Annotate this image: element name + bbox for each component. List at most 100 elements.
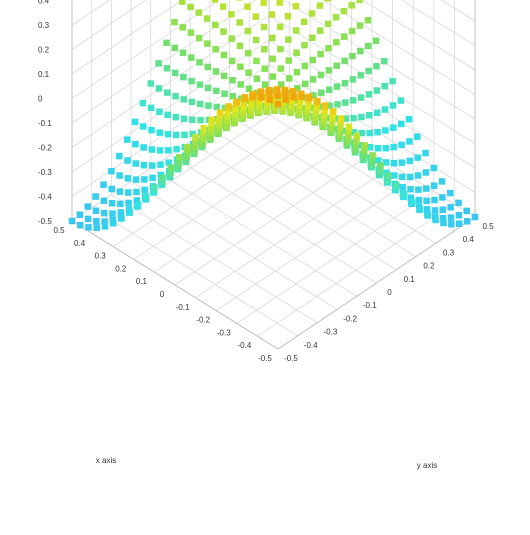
scatter-point xyxy=(336,132,343,140)
scatter-point xyxy=(368,161,376,168)
scatter-point xyxy=(133,188,140,196)
scatter-point xyxy=(407,185,414,193)
z-tick-label: 0.1 xyxy=(38,70,50,79)
scatter-point xyxy=(336,128,344,135)
z-tick-label: -0.3 xyxy=(38,168,52,177)
scatter-point xyxy=(236,19,243,26)
scatter-point xyxy=(263,106,271,114)
scatter-point xyxy=(406,138,413,145)
scatter-point xyxy=(407,194,415,201)
scatter-point xyxy=(165,159,172,166)
scatter-point xyxy=(414,133,421,140)
scatter-point xyxy=(252,13,260,20)
scatter-point xyxy=(277,81,285,88)
scatter-point xyxy=(463,207,471,215)
scatter-point xyxy=(108,167,115,175)
scatter-point xyxy=(261,46,268,53)
scatter-point xyxy=(253,57,260,65)
scatter-point xyxy=(224,112,231,120)
scatter-point xyxy=(240,103,247,111)
scatter-point xyxy=(199,138,207,146)
scatter-point xyxy=(261,81,269,88)
scatter-point xyxy=(292,2,300,10)
scatter-point xyxy=(92,207,100,215)
scatter-point xyxy=(149,174,156,182)
scatter-point xyxy=(171,18,178,26)
scatter-point xyxy=(300,18,308,26)
scatter-point xyxy=(163,39,170,47)
scatter-point xyxy=(140,161,148,169)
scatter-point xyxy=(288,97,296,105)
scatter-point xyxy=(390,143,397,151)
scatter-point xyxy=(196,81,204,88)
x-tick-label: -0.4 xyxy=(238,341,252,350)
scatter-point xyxy=(155,85,163,92)
scatter-point xyxy=(217,109,224,116)
scatter-point xyxy=(306,94,313,102)
scatter-point xyxy=(439,194,446,201)
scatter-point xyxy=(276,0,284,6)
scatter-point xyxy=(375,157,382,164)
x-tick-label: -0.2 xyxy=(196,316,210,325)
scatter-point xyxy=(349,76,357,83)
scatter-point xyxy=(333,62,340,69)
z-tick-label: -0.4 xyxy=(38,193,52,202)
scatter-point xyxy=(376,170,383,177)
scatter-point xyxy=(131,118,139,126)
scatter-point xyxy=(341,57,348,65)
scatter-point xyxy=(431,196,438,204)
scatter-point xyxy=(288,102,295,109)
scatter-point xyxy=(357,94,365,101)
scatter-point xyxy=(348,27,356,35)
scatter-point xyxy=(126,209,133,216)
points-layer xyxy=(68,0,479,232)
scatter-point xyxy=(166,172,174,180)
scatter-point xyxy=(228,35,236,42)
scatter-point xyxy=(187,3,194,11)
scatter-point xyxy=(116,172,123,179)
scatter-point xyxy=(390,124,397,131)
scatter-point xyxy=(277,45,284,53)
scatter-point xyxy=(295,110,303,117)
scatter-point xyxy=(180,115,188,123)
scatter-point xyxy=(373,109,381,117)
scatter-point xyxy=(328,124,335,132)
scatter-point xyxy=(116,152,123,160)
scatter-point xyxy=(361,147,368,154)
scatter-point xyxy=(282,89,289,97)
left-wall-grid-line xyxy=(71,0,257,124)
x-tick-label: 0.3 xyxy=(95,252,107,261)
scatter-point xyxy=(285,57,292,64)
scatter-point xyxy=(422,169,430,176)
scatter-point xyxy=(455,211,463,219)
scatter-point xyxy=(256,97,263,105)
scatter-point xyxy=(284,13,292,20)
scatter-point xyxy=(229,93,237,100)
floor-grid-line xyxy=(170,154,377,284)
scatter-point xyxy=(324,0,332,2)
scatter-point xyxy=(124,189,132,196)
scatter-point xyxy=(431,207,439,214)
scatter-point xyxy=(415,196,423,204)
y-tick-label: -0.2 xyxy=(343,314,357,323)
z-tick-label: 0.3 xyxy=(38,21,50,30)
scatter-point xyxy=(172,113,180,121)
scatter-point xyxy=(365,67,372,75)
scatter-point xyxy=(326,102,333,110)
scatter-point xyxy=(237,81,244,88)
scatter-point xyxy=(328,128,335,135)
y-tick-label: 0.5 xyxy=(482,222,494,231)
scatter-point xyxy=(179,0,186,5)
scatter-point xyxy=(212,68,220,75)
scatter-point xyxy=(93,217,100,225)
scatter-point xyxy=(215,121,223,128)
y-tick-label: -0.5 xyxy=(284,354,298,363)
scatter-point xyxy=(216,116,223,123)
scatter-point xyxy=(447,204,454,211)
scatter-point xyxy=(118,215,125,222)
scatter-point xyxy=(184,143,191,151)
scatter-point xyxy=(148,162,156,169)
scatter-point xyxy=(199,134,207,141)
scatter-point xyxy=(244,27,252,35)
scatter-point xyxy=(471,213,479,221)
